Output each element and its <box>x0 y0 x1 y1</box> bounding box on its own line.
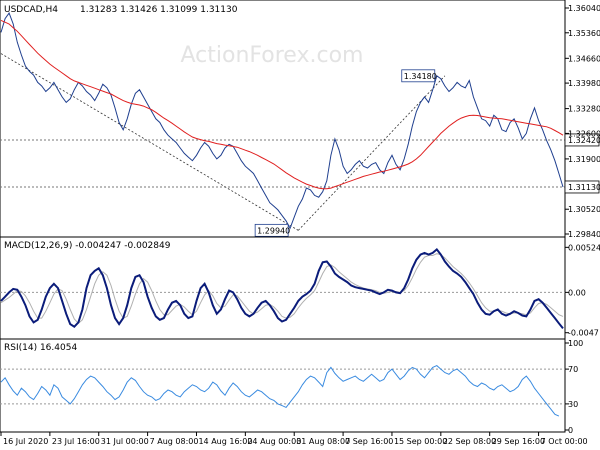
trendline <box>297 75 446 231</box>
macd-line <box>0 247 564 330</box>
rsi-line <box>0 365 560 417</box>
price-level-box <box>564 133 600 147</box>
price-y-tick-label: 1.35360 <box>568 29 600 38</box>
price-y-tick-label: 1.30520 <box>568 205 600 214</box>
x-tick-label: 7 Sep 16:00 <box>345 437 393 446</box>
x-tick-label: 16 Jul 2020 <box>3 437 48 446</box>
x-tick-label: 23 Jul 16:00 <box>52 437 100 446</box>
macd-y-axis: 0.005245 0.00 -0.0047 <box>565 243 600 338</box>
price-annotation-box <box>401 69 436 83</box>
x-tick-label: 7 Aug 08:00 <box>150 437 199 446</box>
rsi-panel: RSI(14) 16.4054 100 70 30 0 <box>0 338 583 435</box>
x-tick-label: 22 Sep 08:00 <box>443 437 496 446</box>
price-panel: ActionForex.com USDCAD,H4 1.31283 1.3142… <box>0 0 600 239</box>
macd-label: MACD(12,26,9) -0.004247 -0.002849 <box>4 241 171 251</box>
price-y-tick-label: 1.32600 <box>568 129 600 138</box>
x-tick-label: 29 Sep 16:00 <box>492 437 545 446</box>
price-level-label: 1.31130 <box>568 183 600 192</box>
price-y-axis: 1.36040 1.35360 1.34660 1.33980 1.33280 1.326… <box>565 4 600 239</box>
x-tick-label: 15 Sep 00:00 <box>394 437 447 446</box>
x-tick-label: 24 Aug 00:00 <box>247 437 301 446</box>
watermark: ActionForex.com <box>181 43 364 68</box>
price-annotation-box <box>254 223 289 237</box>
macd-y-tick-label: 0.00 <box>568 288 586 297</box>
price-y-tick-label: 1.33980 <box>568 79 600 88</box>
price-y-tick-label: 1.36040 <box>568 4 600 13</box>
rsi-label: RSI(14) 16.4054 <box>4 343 77 353</box>
moving-average-line <box>0 19 564 190</box>
x-tick-label: 14 Aug 16:00 <box>198 437 252 446</box>
rsi-y-tick-label: 100 <box>568 339 583 348</box>
price-annotations: 1.34180 1.29940 <box>254 69 437 237</box>
macd-signal-line <box>0 253 564 324</box>
price-annotation-label: 1.29940 <box>257 226 290 235</box>
rsi-y-tick-label: 0 <box>568 426 573 435</box>
symbol-label: USDCAD,H4 <box>4 5 58 15</box>
time-x-axis: 16 Jul 2020 23 Jul 16:00 31 Jul 00:00 7 Aug… <box>0 432 588 446</box>
x-tick-label: 7 Oct 00:00 <box>541 437 588 446</box>
price-hlines: 1.32420 1.31130 <box>0 133 600 194</box>
macd-y-tick-label: -0.0047 <box>568 329 599 338</box>
x-tick-label: 31 Jul 00:00 <box>101 437 149 446</box>
price-y-tick-label: 1.29840 <box>568 230 600 239</box>
price-y-tick-label: 1.31900 <box>568 155 600 164</box>
rsi-y-axis: 100 70 30 0 <box>565 339 583 435</box>
price-series-line <box>0 12 564 230</box>
price-y-tick-label: 1.33280 <box>568 105 600 114</box>
trendlines <box>0 53 446 231</box>
rsi-y-tick-label: 30 <box>568 400 578 409</box>
price-annotation-label: 1.34180 <box>404 72 437 81</box>
price-level-box <box>564 180 600 194</box>
rsi-y-tick-label: 70 <box>568 365 578 374</box>
price-level-label: 1.32420 <box>568 136 600 145</box>
ohlc-label: 1.31283 1.31426 1.31099 1.31130 <box>80 5 238 15</box>
macd-y-tick-label: 0.005245 <box>568 243 600 252</box>
trendline <box>0 53 299 231</box>
price-y-tick-label: 1.34660 <box>568 54 600 63</box>
x-tick-label: 31 Aug 08:00 <box>296 437 350 446</box>
